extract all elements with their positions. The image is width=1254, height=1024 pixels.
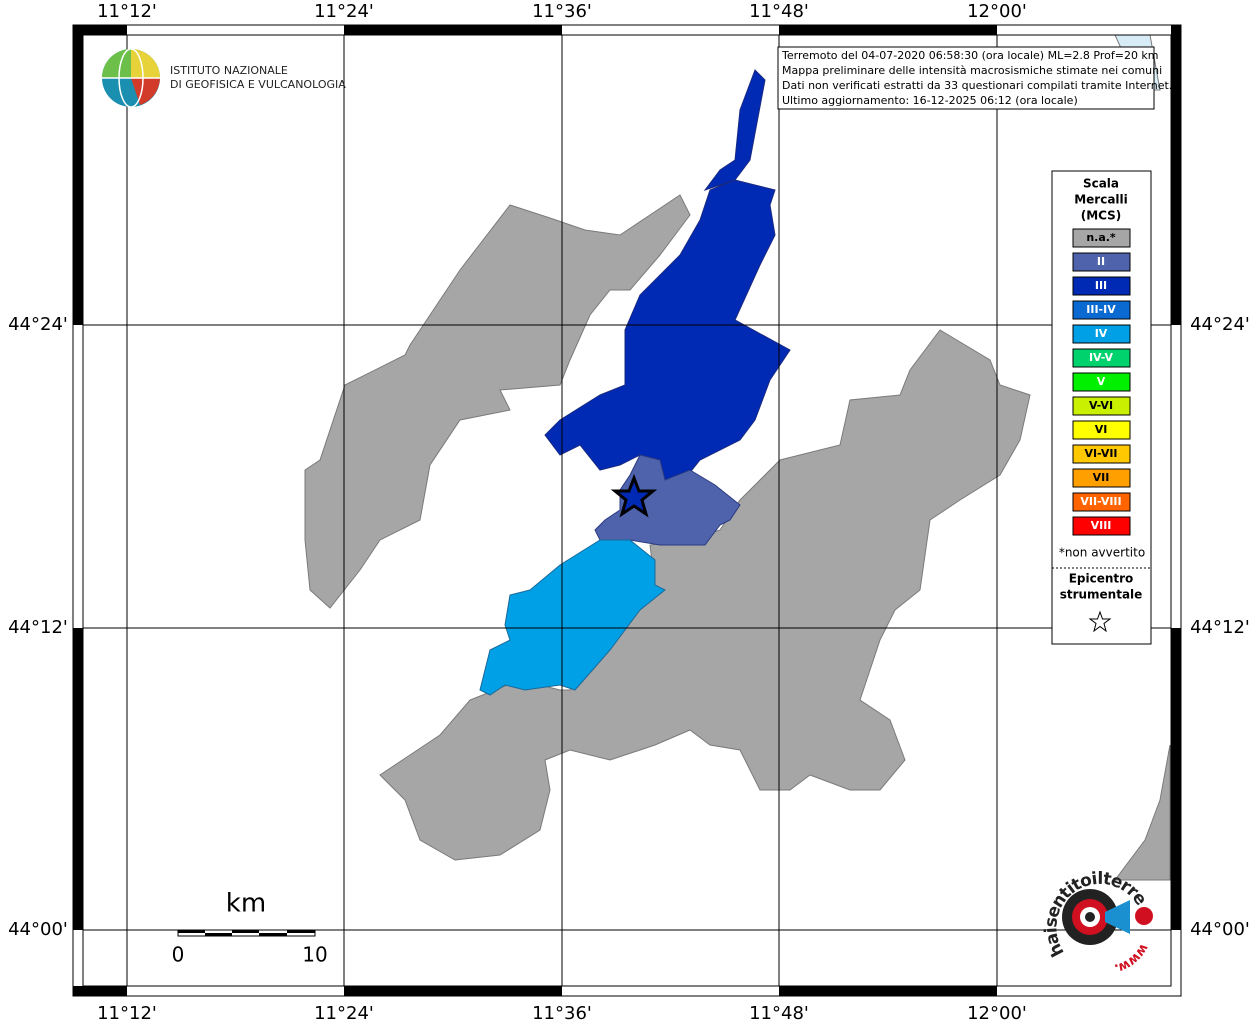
lat-label: 44°12' <box>1190 617 1250 638</box>
legend-note: *non avvertito <box>1059 546 1145 560</box>
lon-label: 11°24' <box>314 1003 374 1024</box>
info-text: Terremoto del 04-07-2020 06:58:30 (ora l… <box>781 49 1172 107</box>
border-bar <box>73 628 83 930</box>
legend-label: IV <box>1095 327 1108 340</box>
scale-bar: km 0 10 <box>172 889 328 967</box>
logo-text: ISTITUTO NAZIONALE <box>170 64 288 77</box>
scale-label: 0 <box>172 943 185 967</box>
info-line: Dati non verificati estratti da 33 quest… <box>782 79 1172 92</box>
frame <box>72 24 1182 997</box>
border-bar <box>1171 628 1181 930</box>
lat-label: 44°12' <box>8 617 68 638</box>
border-bar <box>73 25 127 35</box>
region <box>594 454 741 546</box>
legend-swatch <box>1072 372 1131 392</box>
legend-swatch <box>1072 468 1131 488</box>
legend-epicenter: strumentale <box>1060 588 1143 602</box>
legend-title: Mercalli <box>1074 193 1128 207</box>
region <box>544 69 791 486</box>
legend-label: V-VI <box>1089 399 1113 412</box>
coordinates: 11°12' 11°12' 11°24' 11°24' 11°36' 11°36' 11°4… <box>8 1 1250 1024</box>
legend-swatch <box>1072 276 1131 296</box>
legend-label: n.a.* <box>1086 231 1116 244</box>
info-line: Mappa preliminare delle intensità macros… <box>782 64 1162 77</box>
region <box>304 194 691 609</box>
info-line: Ultimo aggiornamento: 16-12-2025 06:12 (… <box>782 94 1078 107</box>
border-bar <box>779 986 997 996</box>
info-box <box>777 46 1155 110</box>
scale-label: 10 <box>302 943 327 967</box>
lat-label: 44°24' <box>8 314 68 335</box>
lon-label: 11°12' <box>97 1 157 22</box>
lon-label: 11°24' <box>314 1 374 22</box>
lat-label: 44°00' <box>1190 919 1250 940</box>
frame-border <box>73 25 1181 996</box>
legend-label: III-IV <box>1086 303 1116 316</box>
legend-label: III <box>1095 279 1107 292</box>
legend-swatch <box>1072 324 1131 344</box>
legend-label: VII <box>1093 471 1110 484</box>
lon-label: 12°00' <box>967 1003 1027 1024</box>
border-bar <box>73 986 127 996</box>
legend-swatch <box>1072 252 1131 272</box>
logo-text: DI GEOFISICA E VULCANOLOGIA <box>170 78 346 91</box>
border-bar <box>73 25 83 325</box>
legend-swatch <box>1072 492 1131 512</box>
graticule <box>83 35 1171 986</box>
legend-swatch <box>1072 300 1131 320</box>
legend-swatch <box>1072 396 1131 416</box>
border-bar <box>1171 25 1181 325</box>
legend-label: VIII <box>1091 519 1112 532</box>
lon-label: 11°48' <box>749 1 809 22</box>
legend-label: II <box>1097 255 1105 268</box>
legend-label: V <box>1097 375 1106 388</box>
epicenter-star <box>610 473 658 518</box>
legend-label: VI <box>1095 423 1108 436</box>
info-line: Terremoto del 04-07-2020 06:58:30 (ora l… <box>781 49 1159 62</box>
lat-label: 44°00' <box>8 919 68 940</box>
legend-title: (MCS) <box>1081 209 1122 223</box>
legend-swatch <box>1072 420 1131 440</box>
legend-label: VII-VIII <box>1080 495 1121 508</box>
border-bar <box>344 25 562 35</box>
lat-label: 44°24' <box>1190 314 1250 335</box>
ingv-logo: ISTITUTO NAZIONALE DI GEOFISICA E VULCAN… <box>102 48 346 108</box>
legend-swatch <box>1072 228 1131 248</box>
legend-title: Scala <box>1083 177 1119 191</box>
legend: ScalaMercalli(MCS)n.a.*IIIIIIII-IVIVIV-V… <box>1052 177 1151 633</box>
scale-unit: km <box>226 889 266 919</box>
lon-label: 11°36' <box>532 1 592 22</box>
lon-label: 11°36' <box>532 1003 592 1024</box>
legend-swatch <box>1072 444 1131 464</box>
frame-inner <box>82 34 1172 987</box>
legend-label: IV-V <box>1089 351 1114 364</box>
legend-swatch <box>1072 348 1131 368</box>
region <box>1114 744 1171 881</box>
border-bar <box>779 25 997 35</box>
lon-label: 11°12' <box>97 1003 157 1024</box>
legend-label: VI-VII <box>1084 447 1117 460</box>
legend-epicenter: Epicentro <box>1069 572 1134 586</box>
border-bar <box>344 986 562 996</box>
lon-label: 11°48' <box>749 1003 809 1024</box>
legend-swatch <box>1072 516 1131 536</box>
lon-label: 12°00' <box>967 1 1027 22</box>
region <box>479 539 666 696</box>
legend-star <box>1088 610 1112 633</box>
